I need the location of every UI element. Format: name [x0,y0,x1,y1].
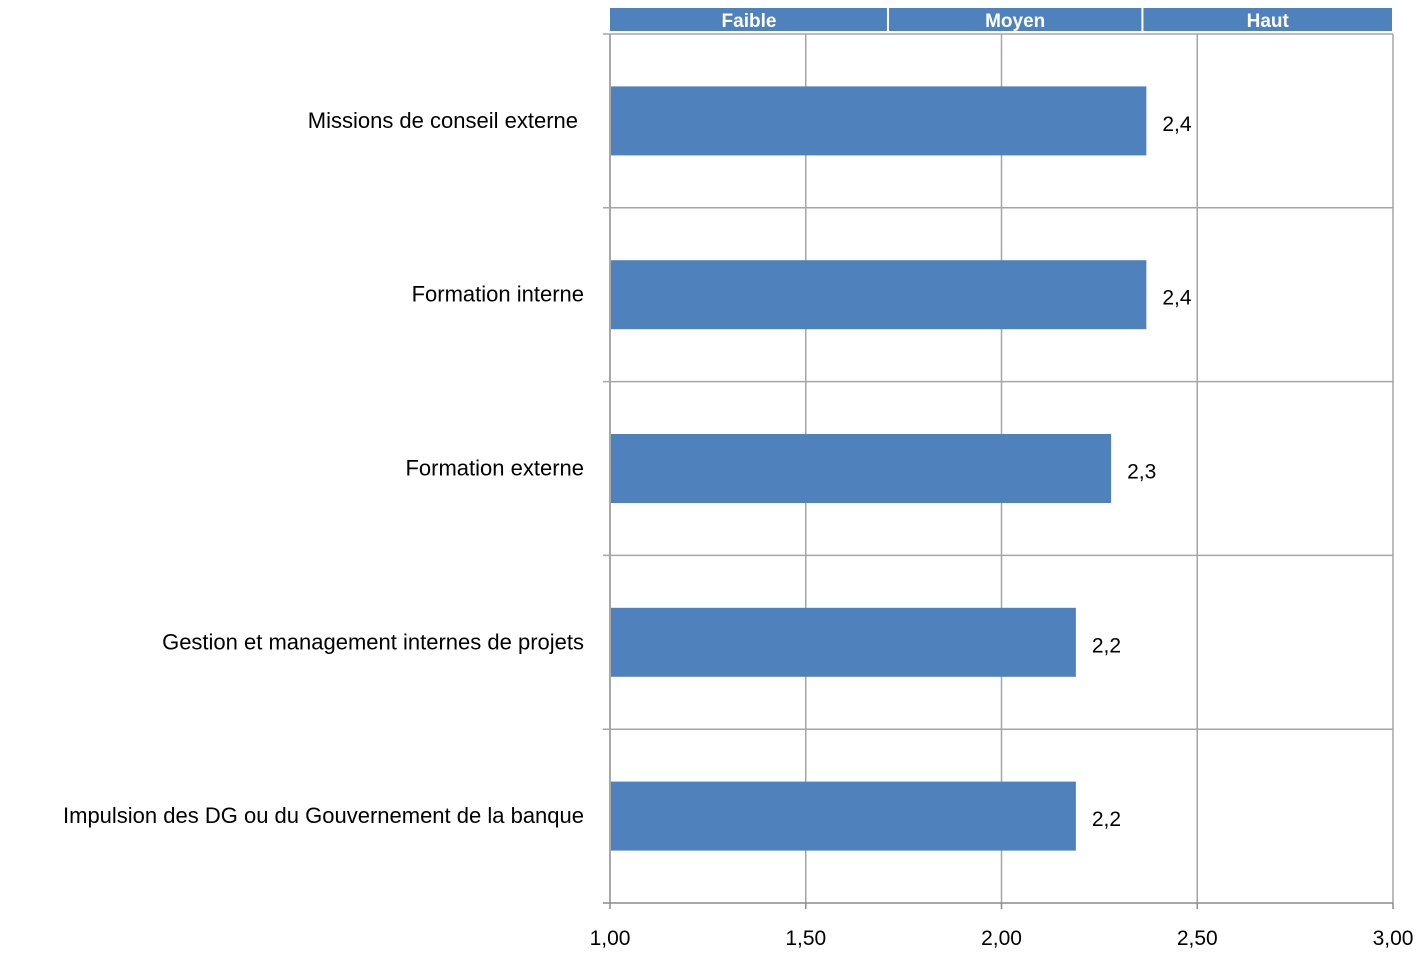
data-label: 2,4 [1162,287,1192,310]
data-label: 2,3 [1127,461,1156,484]
band-label: Faible [722,11,777,32]
category-label: Missions de conseil externe [308,108,578,133]
bar [611,260,1147,330]
x-tick-label: 3,00 [1373,927,1414,950]
data-label: 2,2 [1092,808,1121,831]
bar [611,434,1112,503]
bar [611,781,1076,851]
band-haut [1143,8,1392,31]
data-label: 2,4 [1162,113,1192,136]
band-faible [610,8,887,31]
grid [603,33,1394,909]
band-moyen [888,8,1142,31]
x-tick-label: 1,00 [590,927,631,950]
x-tick-label: 1,50 [785,927,826,950]
category-label: Gestion et management internes de projet… [162,629,584,654]
band-label: Haut [1247,11,1290,32]
data-label: 2,2 [1092,634,1121,657]
category-label: Formation externe [405,456,584,481]
category-labels: Missions de conseil externe Formation int… [63,108,584,828]
x-tick-labels: 1,00 1,50 2,00 2,50 3,00 [590,927,1414,950]
category-label: Impulsion des DG ou du Gouvernement de l… [63,803,584,828]
bars [611,86,1147,851]
data-labels: 2,4 2,4 2,3 2,2 2,2 [1092,113,1192,831]
category-label: Formation interne [412,282,584,307]
x-tick-label: 2,50 [1177,927,1218,950]
bar [611,86,1147,156]
band-label: Moyen [985,11,1045,32]
band-header: Faible Moyen Haut [610,8,1392,32]
bar [611,607,1076,677]
x-tick-label: 2,00 [981,927,1022,950]
